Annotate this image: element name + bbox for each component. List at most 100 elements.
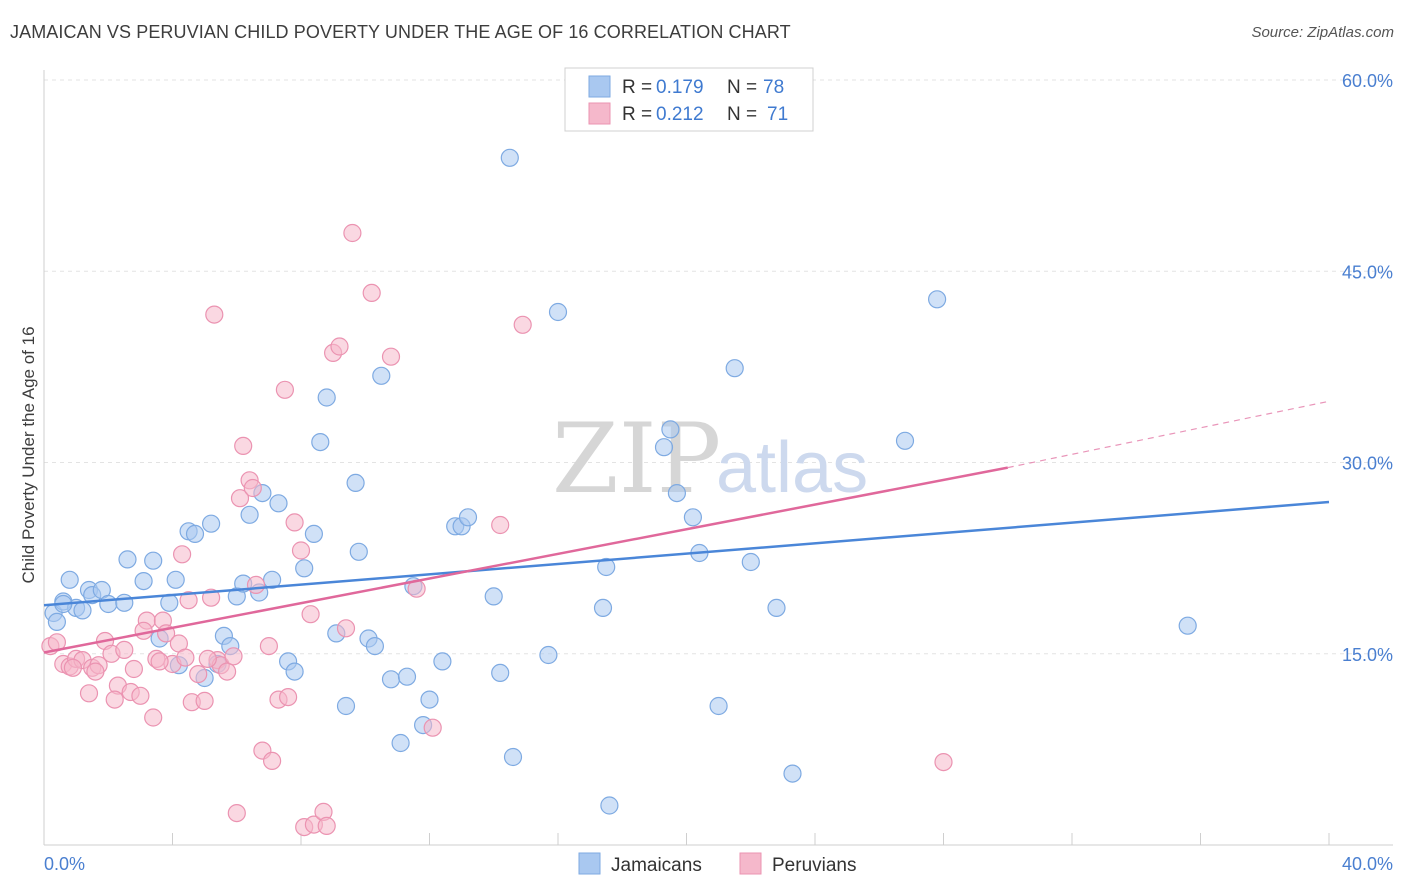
legend-n-label-peruvians: N = (727, 104, 757, 125)
watermark-atlas: atlas (716, 428, 868, 508)
point-peruvians (243, 478, 262, 498)
chart-title: JAMAICAN VS PERUVIAN CHILD POVERTY UNDER… (10, 22, 791, 42)
point-peruvians (491, 515, 510, 535)
point-peruvians (423, 718, 442, 737)
trend-line-extension-peruvians (1007, 400, 1330, 469)
point-peruvians (63, 658, 83, 677)
point-peruvians (86, 662, 105, 681)
y-tick-label: 60.0% (1342, 71, 1393, 91)
point-jamaicans (491, 663, 510, 683)
point-jamaicans (709, 696, 728, 716)
point-peruvians (189, 664, 208, 684)
legend-n-value-peruvians: 71 (767, 104, 788, 125)
point-peruvians (224, 647, 243, 666)
point-peruvians (291, 541, 311, 560)
point-jamaicans (311, 433, 330, 452)
point-jamaicans (240, 505, 259, 524)
point-jamaicans (166, 570, 185, 589)
legend-n-label-jamaicans: N = (727, 77, 757, 98)
point-jamaicans (397, 667, 417, 686)
y-axis-tick-labels: 15.0% 30.0% 45.0% 60.0% (1342, 71, 1393, 665)
point-jamaicans (593, 598, 613, 618)
legend-r-label-jamaicans: R = (622, 77, 652, 98)
point-peruvians (343, 223, 362, 243)
trend-lines (43, 400, 1330, 654)
point-peruvians (285, 513, 304, 532)
legend-r-value-jamaicans: 0.179 (656, 77, 704, 98)
point-peruvians (131, 686, 150, 705)
legend-swatch-jamaicans (588, 75, 611, 98)
point-peruvians (105, 690, 124, 709)
point-jamaicans (317, 388, 336, 407)
point-peruvians (234, 436, 253, 455)
point-peruvians (173, 545, 192, 564)
y-tick-label: 15.0% (1342, 645, 1393, 665)
point-peruvians (230, 489, 250, 508)
point-jamaicans (60, 570, 79, 589)
point-jamaicans (202, 514, 221, 533)
point-peruvians (336, 619, 356, 638)
point-jamaicans (295, 559, 314, 578)
point-peruvians (144, 708, 163, 727)
y-tick-label: 30.0% (1342, 454, 1393, 474)
point-peruvians (259, 636, 278, 656)
point-jamaicans (381, 670, 401, 689)
point-peruvians (362, 283, 381, 302)
point-peruvians (150, 652, 169, 671)
point-jamaicans (99, 594, 118, 614)
point-jamaicans (767, 598, 786, 618)
point-peruvians (134, 621, 153, 640)
point-jamaicans (420, 690, 439, 709)
point-jamaicans (539, 645, 558, 665)
point-jamaicans (304, 524, 323, 544)
watermark: ZIP atlas (552, 403, 868, 515)
legend-n-value-jamaicans: 78 (763, 77, 784, 98)
y-tick-label: 45.0% (1342, 262, 1393, 282)
legend-swatch-peruvians (588, 102, 611, 125)
point-jamaicans (683, 508, 703, 527)
point-jamaicans (654, 438, 674, 457)
point-jamaicans (1178, 616, 1197, 635)
point-jamaicans (391, 733, 410, 753)
point-peruvians (205, 305, 224, 324)
bottom-legend-swatch-jamaicans (578, 852, 601, 875)
bottom-legend-label-jamaicans: Jamaicans (611, 855, 702, 876)
x-axis-tick-labels: 0.0% 40.0% (44, 854, 1393, 874)
x-tick-label-min: 0.0% (44, 854, 85, 874)
point-jamaicans (741, 552, 760, 572)
bottom-legend: Jamaicans Peruvians (578, 852, 857, 876)
point-peruvians (330, 337, 349, 356)
point-peruvians (381, 347, 401, 366)
point-jamaicans (927, 290, 947, 309)
point-jamaicans (285, 662, 304, 681)
gridlines (44, 79, 1393, 655)
point-peruvians (176, 648, 195, 667)
axes (43, 70, 1393, 846)
point-peruvians (275, 380, 294, 399)
point-jamaicans (349, 542, 368, 561)
point-jamaicans (661, 420, 680, 439)
point-jamaicans (783, 764, 802, 783)
point-peruvians (513, 315, 532, 334)
point-jamaicans (47, 612, 67, 632)
point-jamaicans (895, 431, 915, 450)
point-jamaicans (346, 473, 365, 492)
point-peruvians (227, 803, 246, 823)
point-jamaicans (185, 524, 205, 544)
source-label: Source: ZipAtlas.com (1251, 24, 1394, 41)
point-jamaicans (458, 508, 478, 527)
point-jamaicans (336, 696, 356, 716)
point-peruvians (115, 640, 134, 660)
point-jamaicans (269, 494, 288, 513)
point-peruvians (246, 575, 266, 595)
bottom-legend-label-peruvians: Peruvians (772, 855, 857, 876)
point-jamaicans (484, 587, 503, 606)
legend-r-label-peruvians: R = (622, 104, 652, 125)
data-points (41, 148, 1197, 837)
point-jamaicans (500, 148, 519, 167)
point-peruvians (934, 752, 953, 772)
point-jamaicans (115, 593, 134, 612)
legend: R = 0.179 N = 78 R = 0.212 N = 71 (564, 67, 814, 132)
watermark-zip: ZIP (552, 403, 721, 515)
